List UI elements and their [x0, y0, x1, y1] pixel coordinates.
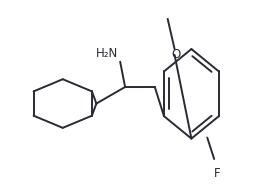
Text: F: F [214, 167, 221, 180]
Text: O: O [171, 48, 180, 61]
Text: H₂N: H₂N [96, 47, 118, 60]
